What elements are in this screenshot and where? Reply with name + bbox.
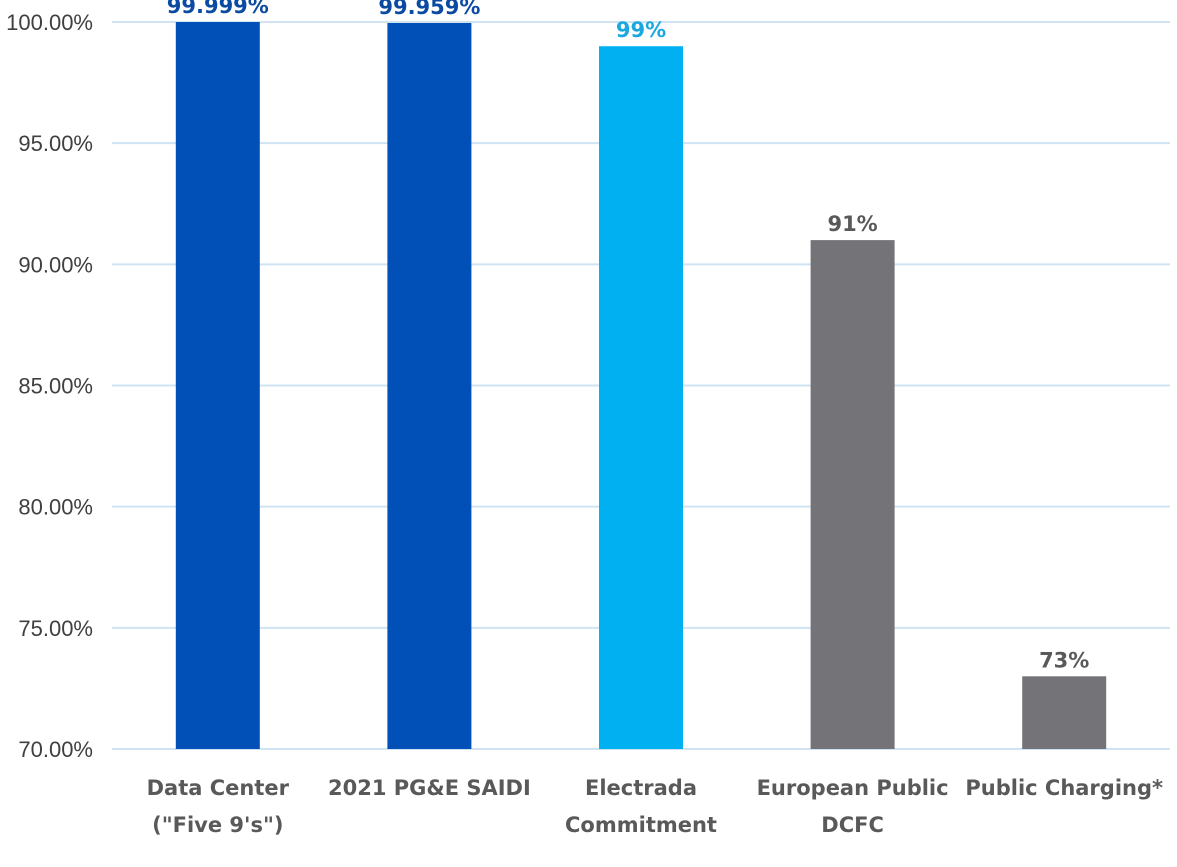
bars xyxy=(175,22,1107,750)
data-label: 99.959% xyxy=(378,0,480,19)
y-tick-label: 70.00% xyxy=(18,737,93,762)
bar xyxy=(810,240,895,749)
bar xyxy=(599,46,683,749)
y-tick-label: 80.00% xyxy=(18,495,93,520)
y-axis-tick-labels: 70.00% 75.00% 80.00% 85.00% 90.00% 95.00% 100.… xyxy=(6,10,93,762)
category-labels: Data Center ("Five 9's") 2021 PG&E SAIDI El… xyxy=(147,776,1163,837)
category-label: Commitment xyxy=(565,813,717,837)
category-label: DCFC xyxy=(821,813,884,837)
bar xyxy=(1022,676,1107,749)
category-label: Electrada xyxy=(585,776,697,800)
category-label: 2021 PG&E SAIDI xyxy=(328,776,531,800)
y-tick-label: 100.00% xyxy=(6,10,93,35)
data-labels: 99.999% 99.959% 99% 91% 73% xyxy=(167,0,1090,672)
category-label: ("Five 9's") xyxy=(152,813,283,837)
bar xyxy=(175,22,260,750)
y-tick-label: 85.00% xyxy=(18,374,93,399)
data-label: 91% xyxy=(827,212,877,236)
y-tick-label: 75.00% xyxy=(18,616,93,641)
category-label: European Public xyxy=(757,776,949,800)
category-label: Public Charging* xyxy=(965,776,1163,800)
category-label: Data Center xyxy=(147,776,290,800)
y-tick-label: 95.00% xyxy=(18,131,93,156)
bar xyxy=(387,22,472,749)
data-label: 73% xyxy=(1039,648,1089,672)
data-label: 99.999% xyxy=(167,0,269,18)
y-tick-label: 90.00% xyxy=(18,252,93,277)
data-label: 99% xyxy=(616,18,666,42)
